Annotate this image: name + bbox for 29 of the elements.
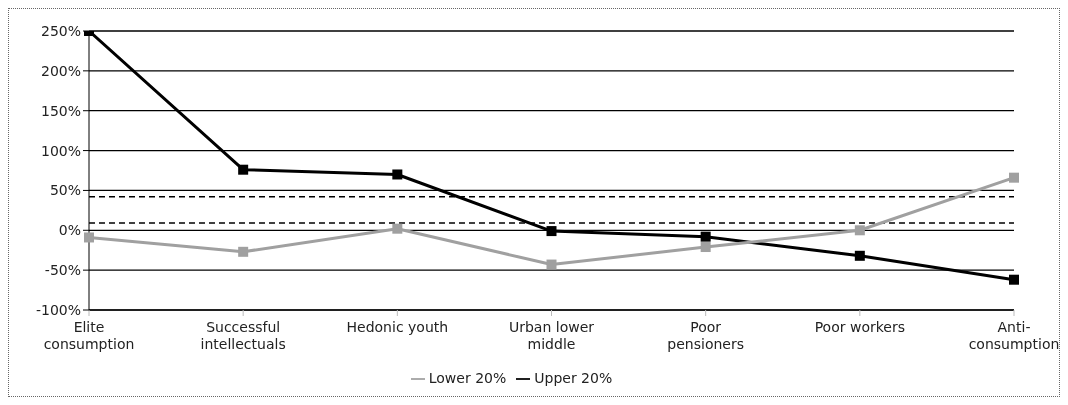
legend-label: Lower 20% [428,370,507,386]
point [546,226,557,237]
point [1009,274,1019,285]
x-tick-label: Anti-consumption [968,319,1060,352]
x-tick-label: Poor pensioners [667,319,744,352]
point [238,164,249,175]
y-tick-label: 150% [40,102,81,119]
point [854,250,865,261]
legend-label: Upper 20% [534,370,613,386]
point [1009,172,1019,183]
x-tick-label: Hedonic youth [346,319,449,335]
y-tick-label: -100% [35,301,81,318]
x-tick-label: Elite consumption [43,319,135,352]
y-tick-label: 50% [49,182,81,199]
point [238,246,249,257]
point [392,169,403,180]
y-tick-label: 200% [40,62,81,79]
point [546,259,557,270]
y-tick-label: 0% [58,222,81,239]
point [392,223,403,234]
point [700,231,711,242]
point [854,225,865,236]
y-tick-label: -50% [44,262,81,279]
x-tick-label: Poor workers [814,319,905,335]
x-tick-label: Successful intellectuals [200,319,286,352]
y-tick-label: 100% [40,142,81,159]
x-tick-label: Urban lower middle [508,319,595,352]
y-tick-label: 250% [40,22,81,39]
point [700,242,711,253]
